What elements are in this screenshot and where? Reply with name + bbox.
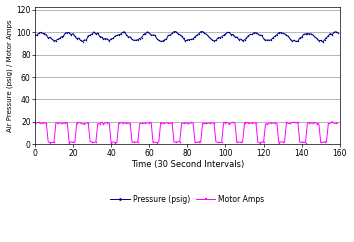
Motor Amps — [229, 121, 233, 124]
Pressure (psig) — [33, 34, 37, 37]
Line: Motor Amps: Motor Amps — [34, 121, 338, 144]
Pressure (psig) — [119, 33, 123, 36]
Pressure (psig) — [320, 40, 325, 43]
Pressure (psig) — [94, 33, 98, 36]
Motor Amps — [200, 122, 205, 125]
Pressure (psig) — [202, 31, 207, 34]
Pressure (psig) — [200, 30, 205, 33]
Motor Amps — [258, 142, 262, 144]
X-axis label: Time (30 Second Intervals): Time (30 Second Intervals) — [131, 160, 244, 169]
Pressure (psig) — [231, 33, 235, 36]
Motor Amps — [94, 140, 98, 143]
Pressure (psig) — [324, 36, 329, 39]
Motor Amps — [33, 122, 37, 125]
Pressure (psig) — [336, 31, 340, 34]
Motor Amps — [119, 121, 123, 124]
Legend: Pressure (psig), Motor Amps: Pressure (psig), Motor Amps — [107, 192, 267, 207]
Motor Amps — [336, 121, 340, 124]
Line: Pressure (psig): Pressure (psig) — [34, 31, 338, 43]
Motor Amps — [322, 140, 327, 143]
Motor Amps — [330, 120, 334, 123]
Y-axis label: Air Pressure (psig) / Motor Amps: Air Pressure (psig) / Motor Amps — [7, 20, 13, 132]
Motor Amps — [282, 141, 287, 144]
Pressure (psig) — [282, 32, 287, 35]
